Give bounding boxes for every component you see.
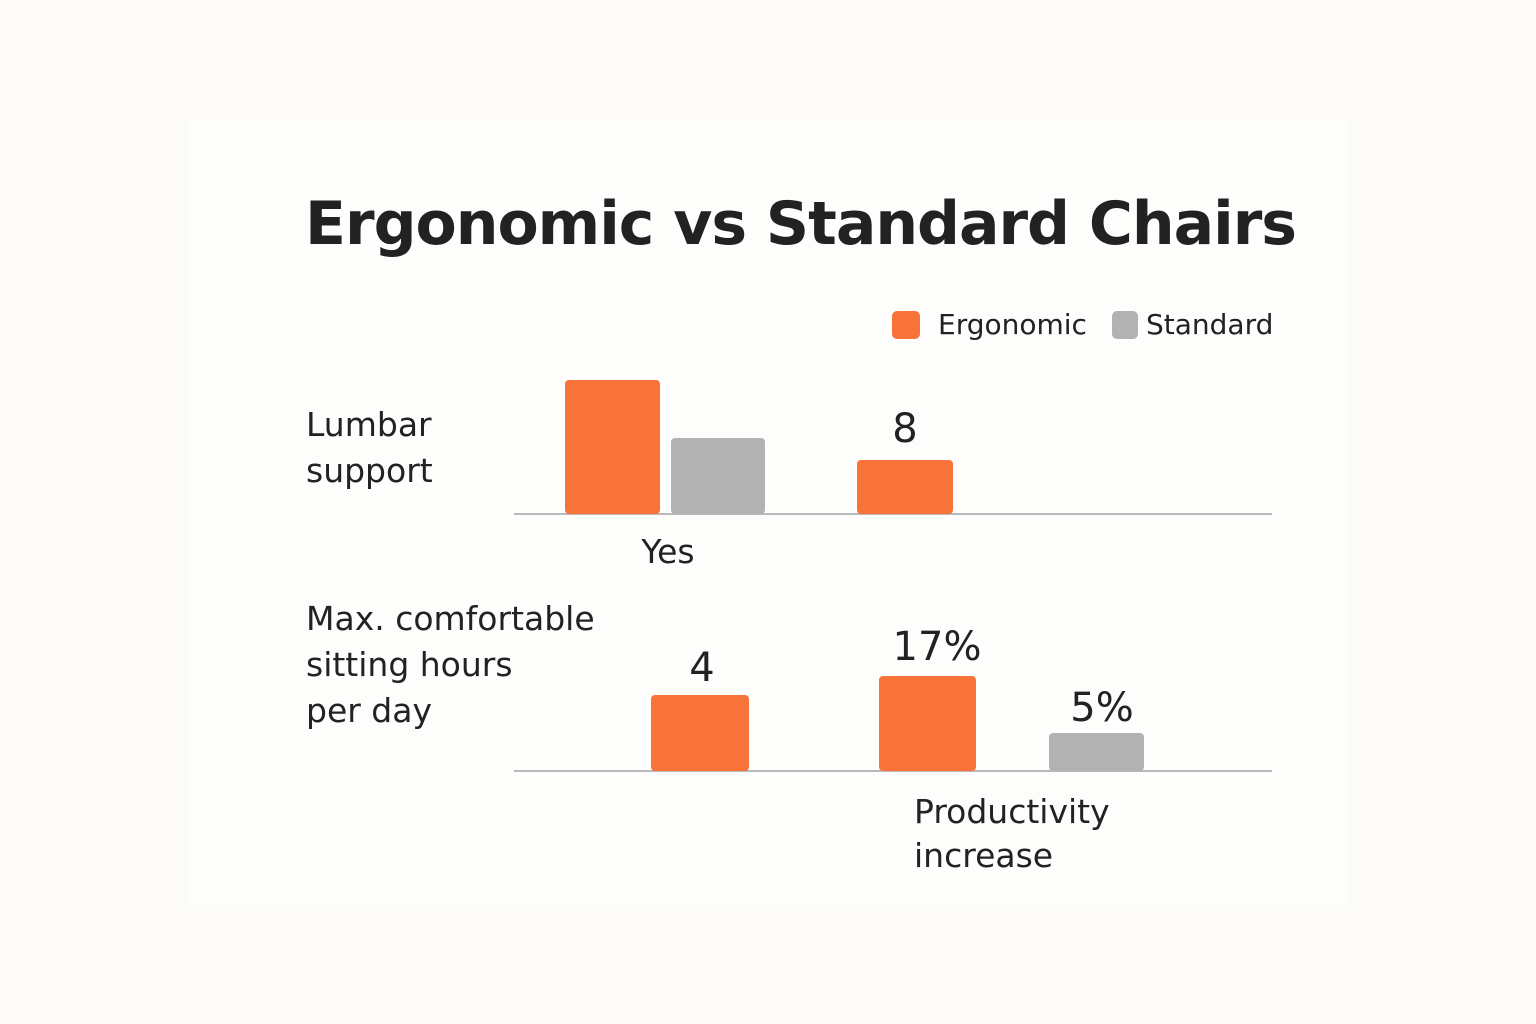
row-label: Max. comfortable sitting hours per day — [306, 599, 605, 730]
row-label-line: support — [306, 451, 433, 490]
category-label: Yes — [640, 532, 694, 571]
chart-title: Ergonomic vs Standard Chairs — [305, 189, 1296, 259]
legend-swatch-standard — [1112, 311, 1138, 339]
bar-ergonomic — [857, 460, 953, 514]
category-label-line: increase — [914, 836, 1053, 875]
bar-standard — [671, 438, 765, 514]
category-label: Productivity increase — [914, 792, 1120, 875]
bar-standard — [1049, 733, 1144, 771]
legend-label-ergonomic: Ergonomic — [938, 308, 1087, 341]
bar-ergonomic — [879, 676, 976, 771]
legend-swatch-ergonomic — [892, 311, 920, 339]
panel-sitting-hours: Max. comfortable sitting hours per day 4… — [306, 599, 1272, 875]
data-label: 5% — [1070, 685, 1133, 731]
legend: Ergonomic Standard — [892, 308, 1273, 341]
data-label: 8 — [892, 406, 917, 452]
data-label: 4 — [689, 645, 714, 691]
row-label-line: Max. comfortable — [306, 599, 595, 638]
bar-ergonomic — [565, 380, 660, 514]
row-label: Lumbar support — [306, 405, 442, 490]
panel-lumbar-support: Lumbar support 8 Yes — [306, 380, 1272, 571]
bar-ergonomic — [651, 695, 749, 771]
data-label: 17% — [893, 624, 982, 670]
legend-label-standard: Standard — [1146, 308, 1273, 341]
row-label-line: per day — [306, 691, 432, 730]
category-label-line: Productivity — [914, 792, 1110, 831]
row-label-line: Lumbar — [306, 405, 432, 444]
row-label-line: sitting hours — [306, 645, 513, 684]
